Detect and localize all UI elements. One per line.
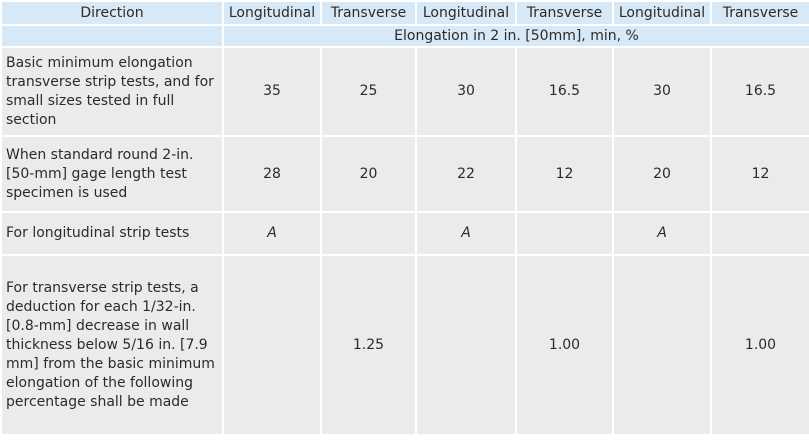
data-row: Basic minimum elongation transverse stri… xyxy=(0,46,809,137)
value-cell: 1.25 xyxy=(320,254,417,436)
value-cell: 20 xyxy=(612,135,712,213)
row-label: For transverse strip tests, a deduction … xyxy=(0,254,224,436)
value-cell xyxy=(320,211,417,256)
value-cell: 12 xyxy=(515,135,614,213)
data-row: For transverse strip tests, a deduction … xyxy=(0,254,809,436)
spacer-cell xyxy=(0,24,224,48)
value-cell: 1.00 xyxy=(710,254,809,436)
value-cell: 1.00 xyxy=(515,254,614,436)
header-cell: Transverse xyxy=(515,0,614,26)
data-table: Direction Longitudinal Transverse Longitudi… xyxy=(0,0,809,436)
value-cell: 12 xyxy=(710,135,809,213)
row-label: For longitudinal strip tests xyxy=(0,211,224,256)
table-body: Direction Longitudinal Transverse Longitudi… xyxy=(0,0,809,436)
value-cell: 22 xyxy=(415,135,517,213)
header-cell: Longitudinal xyxy=(222,0,322,26)
value-cell: 30 xyxy=(612,46,712,137)
subheader-cell: Elongation in 2 in. [50mm], min, % xyxy=(222,24,809,48)
header-cell: Longitudinal xyxy=(612,0,712,26)
data-row: For longitudinal strip tests A A A xyxy=(0,211,809,256)
header-cell: Transverse xyxy=(710,0,809,26)
value-cell: 35 xyxy=(222,46,322,137)
value-cell xyxy=(612,254,712,436)
value-cell: 30 xyxy=(415,46,517,137)
subheader-row: Elongation in 2 in. [50mm], min, % xyxy=(0,24,809,48)
value-cell: A xyxy=(222,211,322,256)
row-label: Basic minimum elongation transverse stri… xyxy=(0,46,224,137)
header-cell: Direction xyxy=(0,0,224,26)
value-cell xyxy=(222,254,322,436)
value-cell: 20 xyxy=(320,135,417,213)
value-cell xyxy=(710,211,809,256)
header-cell: Longitudinal xyxy=(415,0,517,26)
header-row: Direction Longitudinal Transverse Longitudi… xyxy=(0,0,809,26)
value-cell: A xyxy=(612,211,712,256)
value-cell xyxy=(515,211,614,256)
value-cell: 16.5 xyxy=(710,46,809,137)
header-cell: Transverse xyxy=(320,0,417,26)
value-cell: 28 xyxy=(222,135,322,213)
data-row: When standard round 2-in. [50-mm] gage l… xyxy=(0,135,809,213)
value-cell: 16.5 xyxy=(515,46,614,137)
value-cell xyxy=(415,254,517,436)
value-cell: A xyxy=(415,211,517,256)
value-cell: 25 xyxy=(320,46,417,137)
row-label: When standard round 2-in. [50-mm] gage l… xyxy=(0,135,224,213)
